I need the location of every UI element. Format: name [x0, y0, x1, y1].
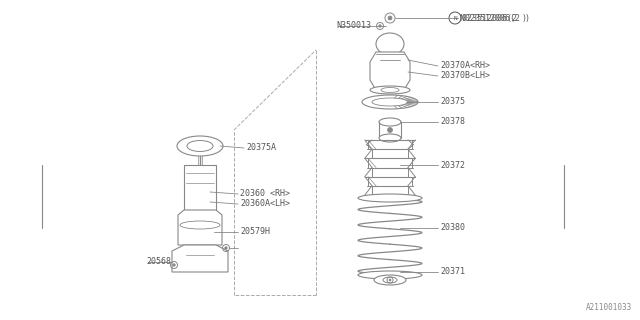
Ellipse shape	[362, 95, 418, 109]
Text: 20380: 20380	[440, 223, 465, 233]
Ellipse shape	[376, 33, 404, 55]
Text: 20371: 20371	[440, 268, 465, 276]
Ellipse shape	[374, 275, 406, 285]
Text: N350013: N350013	[336, 21, 371, 30]
Polygon shape	[178, 210, 222, 245]
Text: N: N	[453, 15, 457, 20]
Ellipse shape	[379, 25, 381, 27]
Ellipse shape	[389, 279, 391, 281]
Text: 20360A<LH>: 20360A<LH>	[240, 199, 290, 209]
Text: 20579H: 20579H	[240, 228, 270, 236]
Text: A211001033: A211001033	[586, 303, 632, 312]
Ellipse shape	[177, 136, 223, 156]
Bar	[184, 165, 216, 228]
Ellipse shape	[173, 264, 175, 266]
Ellipse shape	[370, 86, 410, 94]
Polygon shape	[172, 245, 228, 272]
Text: 023512006(2 ): 023512006(2 )	[462, 13, 527, 22]
Text: 20375A: 20375A	[246, 143, 276, 153]
Ellipse shape	[388, 16, 392, 20]
Text: N023512006(2 ): N023512006(2 )	[460, 13, 530, 22]
Text: 20568: 20568	[146, 258, 171, 267]
Ellipse shape	[379, 134, 401, 142]
Text: 20360 <RH>: 20360 <RH>	[240, 189, 290, 198]
Ellipse shape	[383, 277, 397, 283]
Polygon shape	[370, 52, 410, 90]
Ellipse shape	[358, 194, 422, 202]
Ellipse shape	[379, 118, 401, 126]
Text: 20378: 20378	[440, 117, 465, 126]
Ellipse shape	[358, 271, 422, 279]
Text: 20372: 20372	[440, 161, 465, 170]
Ellipse shape	[225, 247, 227, 249]
Text: 20370A<RH>: 20370A<RH>	[440, 61, 490, 70]
Text: 20370B<LH>: 20370B<LH>	[440, 71, 490, 81]
Ellipse shape	[387, 127, 392, 132]
Text: 20375: 20375	[440, 98, 465, 107]
